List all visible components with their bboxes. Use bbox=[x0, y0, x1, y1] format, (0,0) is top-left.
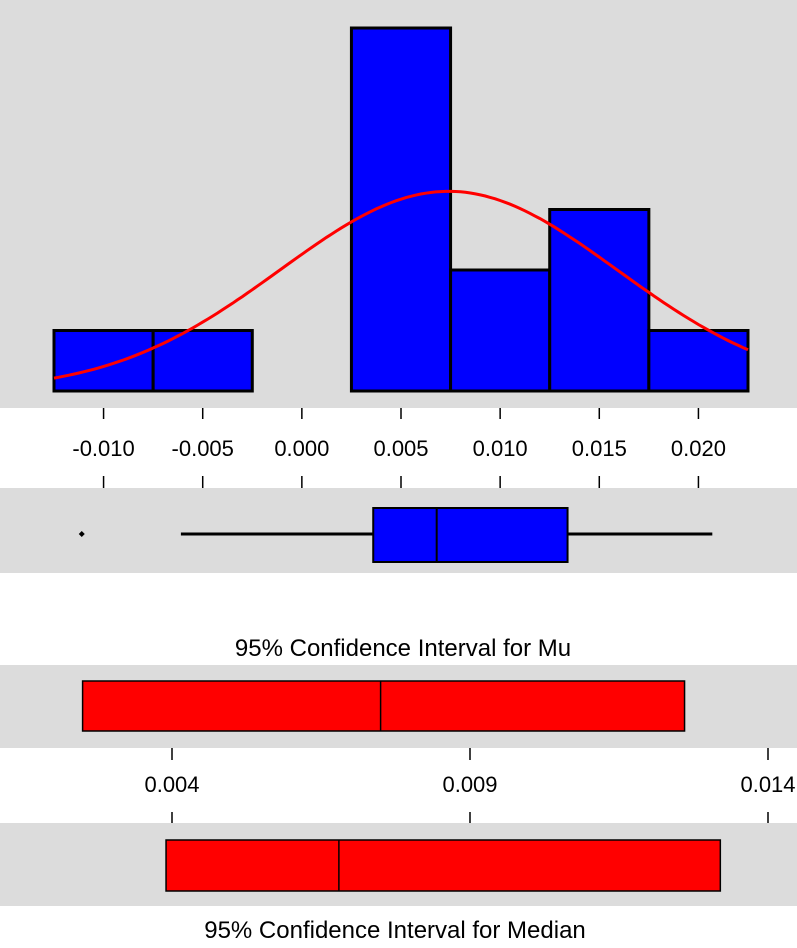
ci-x-axis: 0.004 0.009 0.014 bbox=[144, 748, 796, 823]
ci-mu-interval bbox=[81, 680, 686, 732]
ci-bar bbox=[165, 839, 722, 892]
histogram-bar bbox=[548, 208, 651, 393]
histogram-bar bbox=[449, 268, 552, 393]
histogram-x-axis: -0.010 -0.005 0.000 0.005 0.010 0.015 0.020 bbox=[72, 408, 726, 488]
x-tick-label: -0.005 bbox=[172, 436, 234, 461]
histogram-bar bbox=[647, 329, 750, 393]
ci-median-interval bbox=[165, 839, 722, 892]
ci-median-title: 95% Confidence Interval for Median bbox=[204, 917, 586, 944]
ci-x-tick-label: 0.009 bbox=[442, 772, 497, 797]
histogram-bar bbox=[349, 26, 453, 393]
boxplot bbox=[78, 507, 713, 563]
histogram-bar bbox=[52, 329, 155, 393]
ci-x-tick-label: 0.014 bbox=[740, 772, 795, 797]
x-tick-label: 0.010 bbox=[473, 436, 528, 461]
x-tick-label: -0.010 bbox=[72, 436, 134, 461]
ci-mu-title: 95% Confidence Interval for Mu bbox=[235, 635, 571, 662]
ci-x-tick-label: 0.004 bbox=[144, 772, 199, 797]
x-tick-label: 0.005 bbox=[373, 436, 428, 461]
x-tick-label: 0.000 bbox=[274, 436, 329, 461]
normal-fit-curve bbox=[53, 189, 749, 380]
x-tick-label: 0.020 bbox=[671, 436, 726, 461]
boxplot-outlier bbox=[78, 531, 85, 537]
x-tick-label: 0.015 bbox=[572, 436, 627, 461]
histogram-bars bbox=[52, 26, 750, 393]
ci-bar bbox=[81, 680, 686, 732]
boxplot-box bbox=[372, 507, 569, 563]
